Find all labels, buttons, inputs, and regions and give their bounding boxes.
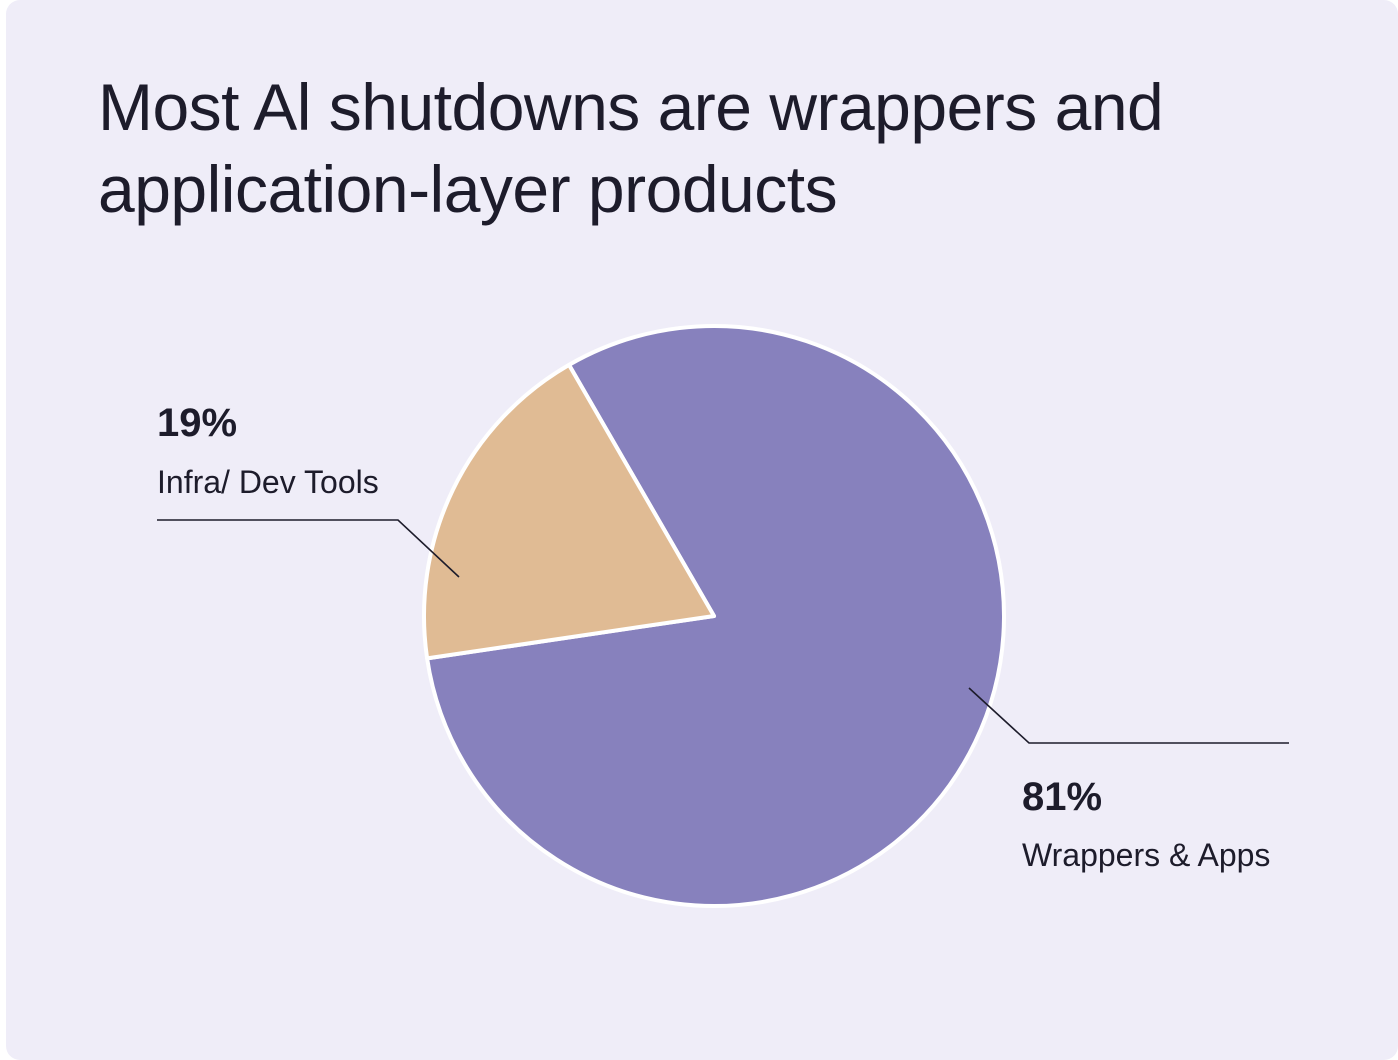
leader-line-infra: [157, 519, 460, 578]
pie-slices: [422, 324, 1006, 908]
slice-name-label-wrappers: Wrappers & Apps: [1022, 837, 1270, 873]
slice-value-label-wrappers: 81%: [1022, 775, 1102, 819]
leader-line-wrappers: [968, 687, 1289, 744]
callout-wrappers: 81% Wrappers & Apps: [968, 687, 1289, 873]
callout-infra: 19% Infra/ Dev Tools: [157, 401, 460, 578]
slice-value-label-infra: 19%: [157, 401, 237, 445]
chart-title: Most Al shutdowns are wrappers and appli…: [98, 70, 1164, 226]
slice-name-label-infra: Infra/ Dev Tools: [157, 464, 379, 500]
pie-slice-infra: [422, 362, 716, 661]
